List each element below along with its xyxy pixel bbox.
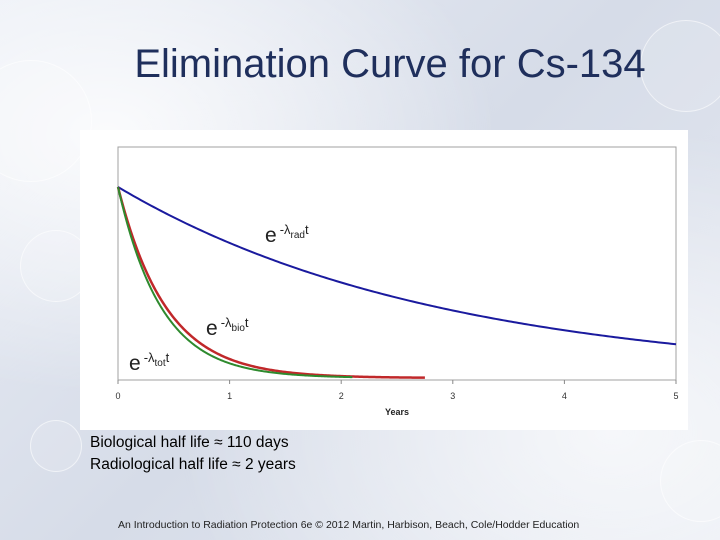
total-elimination-curve bbox=[117, 186, 353, 379]
slide-title: Elimination Curve for Cs-134 bbox=[134, 42, 646, 86]
curve-label-tot: e -λtott bbox=[129, 350, 170, 375]
chart-panel: 0 1 2 3 4 5 e -λradt e -λbiot e -λtott Years bbox=[80, 130, 688, 430]
x-tick-label: 4 bbox=[562, 391, 567, 401]
chart: 0 1 2 3 4 5 e -λradt e -λbiot e -λtott Years bbox=[115, 146, 679, 417]
x-tick-label: 2 bbox=[339, 391, 344, 401]
x-tick-label: 1 bbox=[227, 391, 232, 401]
x-tick-label: 5 bbox=[673, 391, 678, 401]
footer-citation: An Introduction to Radiation Protection … bbox=[118, 519, 580, 531]
caption-biological-half-life: Biological half life ≈ 110 days bbox=[90, 434, 289, 451]
x-axis-label: Years bbox=[385, 407, 409, 417]
caption-radiological-half-life: Radiological half life ≈ 2 years bbox=[90, 456, 296, 473]
biological-elimination-curve bbox=[116, 186, 425, 379]
curve-label-rad: e -λradt bbox=[265, 222, 309, 247]
plot-frame bbox=[117, 146, 677, 381]
x-tick-label: 0 bbox=[115, 391, 120, 401]
background-bubble bbox=[660, 440, 720, 522]
x-tick-label: 3 bbox=[450, 391, 455, 401]
background-bubble bbox=[640, 20, 720, 112]
curve-label-bio: e -λbiot bbox=[206, 315, 249, 340]
background-bubble bbox=[30, 420, 82, 472]
radiological-decay-curve bbox=[117, 186, 677, 346]
